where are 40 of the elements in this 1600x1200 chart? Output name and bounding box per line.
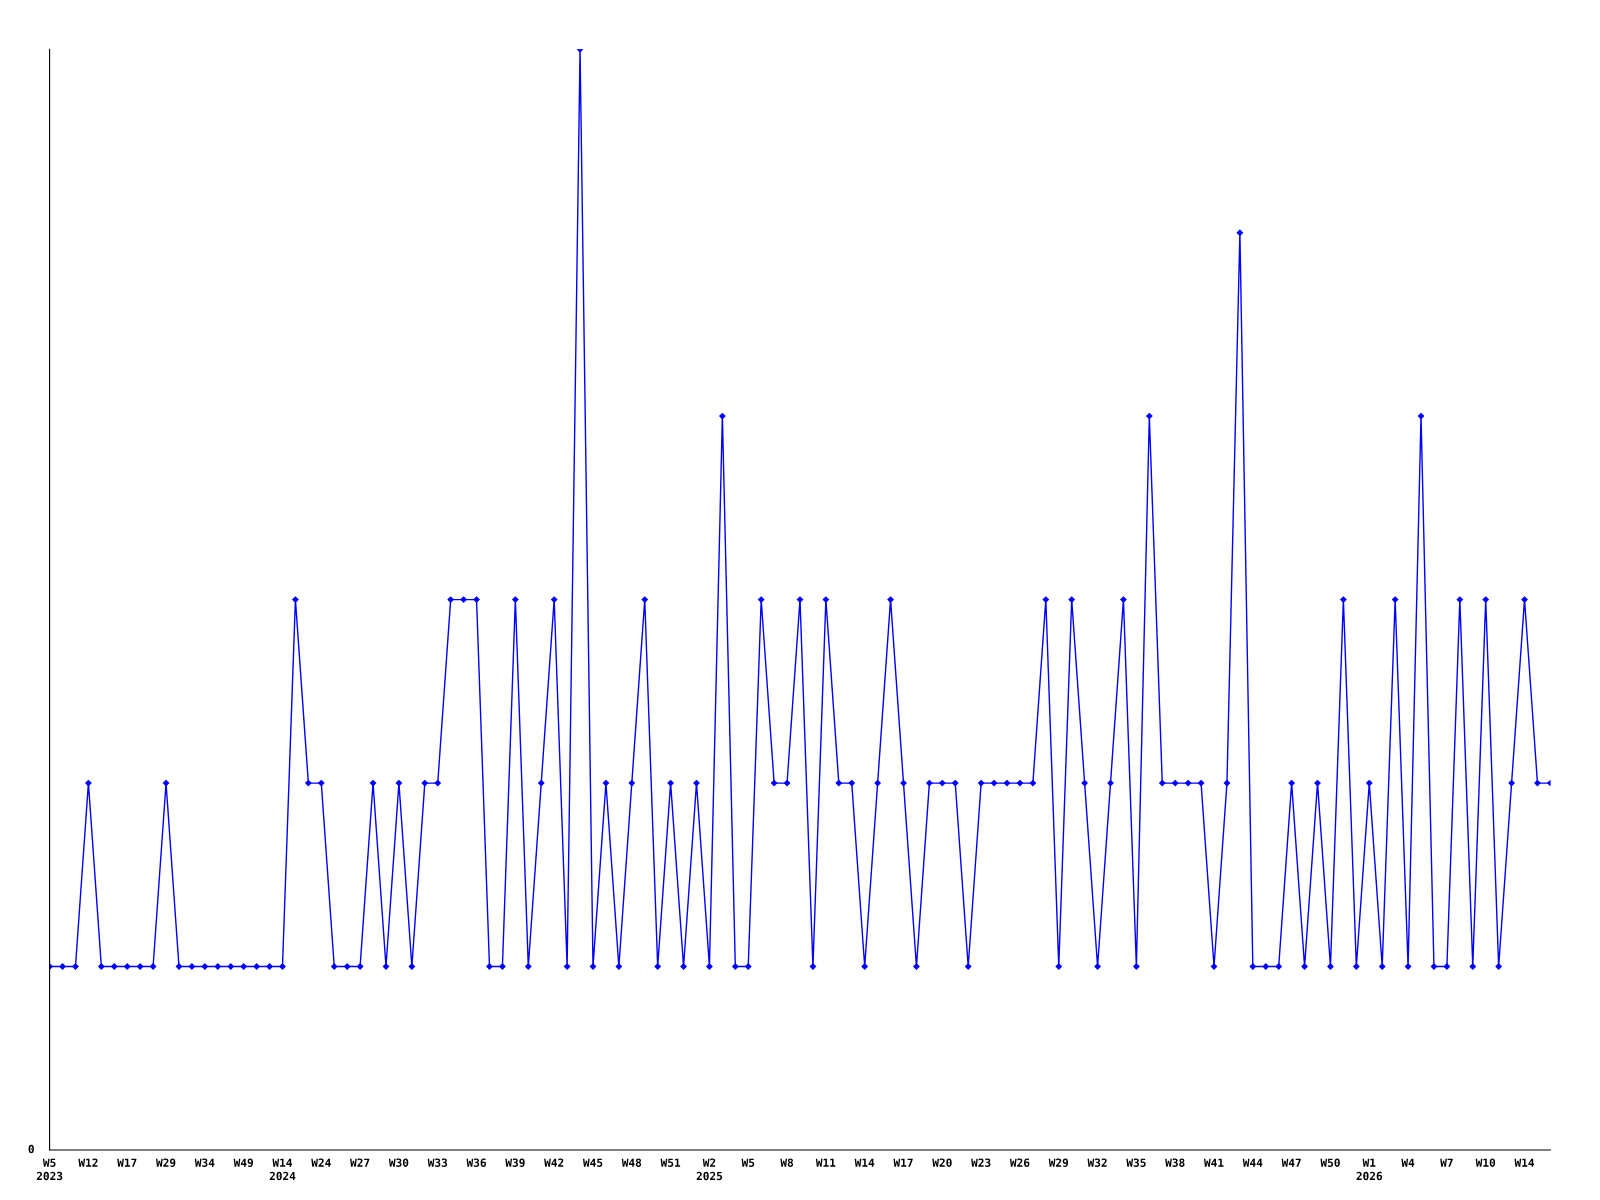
x-tick-label: W49 [233,1158,253,1167]
x-tick-label: W12 [78,1158,98,1167]
x-tick-label: W39 [505,1158,525,1167]
x-tick-label: W36 [466,1158,486,1167]
x-tick-label: W1 2026 [1356,1158,1383,1181]
x-tick-label: W38 [1165,1158,1185,1167]
x-tick-label: W26 [1009,1158,1030,1167]
x-tick-label: W32 [1087,1158,1107,1167]
x-tick-label: W4 [1401,1158,1415,1167]
x-tick-label: W2 2025 [696,1158,723,1181]
x-tick-label: W48 [621,1158,642,1167]
x-tick-label: W11 [815,1158,836,1167]
x-tick-label: W29 [156,1158,176,1167]
x-tick-label: W23 [971,1158,991,1167]
x-tick-label: W8 [780,1158,794,1167]
x-tick-label: W51 [660,1158,681,1167]
x-tick-label: W42 [544,1158,564,1167]
x-tick-label: W27 [350,1158,370,1167]
x-tick-label: W17 [893,1158,913,1167]
x-tick-label: W14 2024 [269,1158,296,1181]
x-tick-label: W45 [582,1158,603,1167]
x-tick-label: W5 [741,1158,755,1167]
x-tick-label: W50 [1320,1158,1340,1167]
x-tick-label: W34 [194,1158,215,1167]
x-tick-label: W17 [117,1158,137,1167]
x-tick-label: W35 [1126,1158,1146,1167]
x-tick-label: W33 [427,1158,448,1167]
x-tick-label: W24 [311,1158,331,1167]
x-tick-label: W41 [1203,1158,1224,1167]
x-tick-label: W14 [1514,1158,1535,1167]
x-tick-label: W20 [932,1158,952,1167]
x-tick-label: W10 [1475,1158,1496,1167]
x-tick-label: W29 [1048,1158,1069,1167]
x-tick-label: W47 [1281,1158,1301,1167]
x-tick-label: W44 [1242,1158,1263,1167]
x-tick-label: W7 [1440,1158,1453,1167]
x-tick-label: W5 2023 [36,1158,63,1181]
x-tick-label: W14 [854,1158,875,1167]
text: 0 [28,1144,34,1154]
x-tick-label: W30 [388,1158,409,1167]
